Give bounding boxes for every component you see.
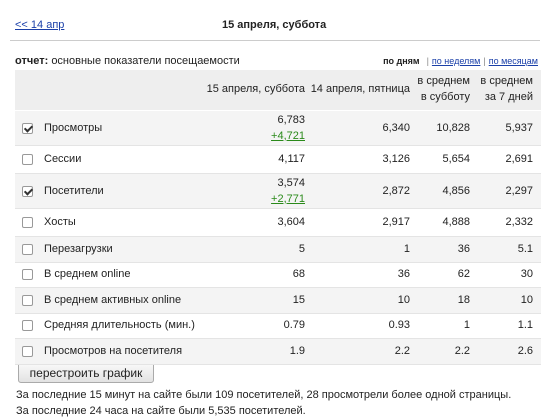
column-header: в среднем — [480, 75, 533, 87]
row-line — [15, 287, 541, 288]
view-separator: | — [483, 56, 486, 66]
cell-value: 2.2 — [454, 344, 470, 357]
cell-value: 4,856 — [442, 184, 470, 197]
cell-delta: +2,771 — [271, 192, 305, 205]
row-label: Посетители — [44, 184, 104, 197]
view-separator: | — [426, 56, 429, 66]
view-current: по дням — [383, 56, 420, 66]
note: За последние 24 часа на сайте были 5,535… — [16, 405, 306, 417]
row-bg — [15, 111, 541, 145]
checkbox[interactable] — [22, 320, 33, 332]
row-line — [15, 261, 541, 263]
cell-value: 5 — [298, 242, 305, 255]
cell-value: 36 — [397, 268, 410, 281]
cell-value: 0.93 — [388, 319, 410, 332]
row-line — [15, 208, 541, 209]
cell-delta: +4,721 — [271, 129, 305, 142]
note: За последние 15 минут на сайте были 109 … — [16, 389, 512, 401]
checkbox[interactable] — [22, 269, 33, 281]
row-bg — [15, 146, 541, 173]
cell-value: 3,574 — [277, 176, 305, 189]
checkbox[interactable] — [22, 217, 33, 228]
prev-day-link[interactable]: << 14 апр — [15, 19, 65, 31]
row-bg — [15, 209, 541, 236]
column-header: в среднем — [417, 75, 470, 87]
row-label: В среднем online — [44, 268, 131, 281]
cell-value: 3,604 — [277, 216, 305, 228]
table-header-bg — [15, 70, 541, 110]
row-line — [15, 173, 541, 174]
cell-value: 2,917 — [382, 216, 410, 228]
cell-value: 6,783 — [277, 113, 305, 126]
row-label: Перезагрузки — [44, 242, 113, 255]
row-label: Сессии — [44, 153, 82, 165]
row-bg — [15, 174, 541, 208]
cell-value: 5,654 — [442, 153, 470, 165]
cell-value: 2.6 — [517, 344, 533, 357]
cell-value: 1.9 — [289, 344, 305, 357]
column-header: 14 апреля, пятница — [310, 83, 410, 95]
cell-value: 1 — [403, 242, 410, 255]
checkbox[interactable] — [22, 243, 33, 255]
cell-value: 62 — [457, 268, 470, 281]
cell-value: 10 — [397, 293, 410, 306]
cell-value: 10 — [520, 293, 533, 306]
row-line — [15, 236, 541, 237]
cell-value: 1.1 — [517, 319, 533, 332]
row-bg — [15, 262, 541, 287]
column-header: 15 апреля, суббота — [206, 83, 305, 95]
cell-value: 3,126 — [382, 153, 410, 165]
report-header: отчет: основные показатели посещаемости — [15, 55, 240, 67]
checkbox[interactable] — [22, 122, 33, 134]
view-link[interactable]: по месяцам — [488, 56, 538, 66]
cell-value: 30 — [520, 268, 533, 281]
column-header: за 7 дней — [484, 91, 533, 103]
row-bg — [15, 237, 541, 262]
row-line — [15, 338, 541, 339]
row-line — [15, 363, 541, 365]
row-bg — [15, 339, 541, 364]
cell-value: 5.1 — [517, 242, 533, 255]
row-label: Средняя длительность (мин.) — [44, 319, 195, 332]
checkbox[interactable] — [22, 185, 33, 197]
cell-value: 2.2 — [394, 344, 410, 357]
report-label: отчет: — [15, 55, 49, 67]
row-bg — [15, 288, 541, 313]
column-header: в субботу — [420, 91, 470, 103]
current-date: 15 апреля, суббота — [222, 19, 327, 31]
view-switch: по дням | по неделям | по месяцам — [383, 56, 538, 66]
cell-value: 5,937 — [505, 121, 533, 134]
row-line — [15, 145, 541, 146]
view-link[interactable]: по неделям — [431, 56, 481, 66]
cell-value: 15 — [292, 293, 305, 306]
row-label: Просмотры — [44, 121, 103, 134]
cell-value: 1 — [463, 319, 470, 332]
checkbox[interactable] — [22, 345, 33, 357]
row-bg — [15, 313, 541, 338]
report-title: основные показатели посещаемости — [51, 55, 240, 67]
cell-value: 0.79 — [283, 319, 305, 332]
cell-value: 4,117 — [278, 153, 305, 165]
row-label: Просмотров на посетителя — [44, 344, 183, 357]
cell-value: 2,332 — [505, 216, 533, 228]
checkbox[interactable] — [22, 154, 33, 165]
cell-value: 68 — [292, 268, 305, 281]
checkbox[interactable] — [22, 294, 33, 306]
cell-value: 36 — [457, 242, 470, 255]
row-line — [15, 312, 541, 314]
divider — [10, 40, 540, 41]
cell-value: 18 — [457, 293, 470, 306]
cell-value: 2,872 — [382, 184, 410, 197]
cell-value: 10,828 — [436, 121, 470, 134]
row-label: Хосты — [44, 216, 76, 228]
cell-value: 6,340 — [382, 121, 410, 134]
cell-value: 2,297 — [505, 184, 533, 197]
rebuild-button[interactable]: перестроить график — [18, 362, 154, 383]
cell-value: 2,691 — [505, 153, 533, 165]
cell-value: 4,888 — [442, 216, 470, 228]
row-label: В среднем активных online — [44, 293, 182, 306]
